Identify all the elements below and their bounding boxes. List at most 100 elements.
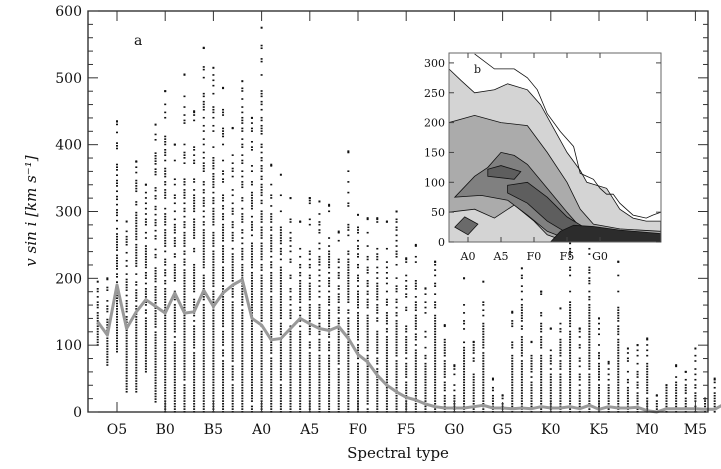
inset-y-tick-label: 200 (424, 117, 445, 130)
scatter-point (434, 344, 437, 346)
scatter-point (202, 370, 205, 373)
scatter-point (472, 384, 475, 386)
scatter-point (279, 344, 282, 346)
scatter-point (116, 166, 118, 168)
scatter-point (357, 370, 359, 373)
scatter-point (395, 210, 398, 213)
scatter-point (328, 373, 331, 376)
scatter-point (270, 205, 273, 207)
scatter-point (357, 266, 359, 269)
scatter-point (395, 234, 398, 237)
scatter-point (212, 255, 215, 258)
scatter-point (530, 400, 533, 402)
scatter-point (241, 341, 244, 344)
scatter-point (617, 290, 620, 293)
scatter-point (135, 380, 138, 382)
scatter-point (125, 361, 128, 364)
scatter-point (212, 124, 215, 127)
y-tick-label: 400 (55, 138, 82, 154)
scatter-point (463, 354, 466, 357)
scatter-point (530, 402, 533, 405)
scatter-point (569, 247, 572, 250)
scatter-point (202, 258, 205, 261)
scatter-point (241, 181, 244, 183)
scatter-point (607, 368, 610, 370)
scatter-point (250, 328, 253, 330)
scatter-point (241, 354, 244, 357)
scatter-point (385, 402, 388, 405)
scatter-point (588, 277, 591, 279)
scatter-point (202, 349, 205, 352)
scatter-point (202, 298, 205, 301)
scatter-point (713, 378, 716, 381)
scatter-point (366, 304, 369, 306)
scatter-point (337, 261, 340, 263)
scatter-point (116, 297, 118, 299)
scatter-point (183, 239, 186, 242)
scatter-point (260, 132, 263, 135)
scatter-point (135, 222, 138, 225)
scatter-point (164, 376, 167, 378)
scatter-point (231, 402, 234, 405)
scatter-point (337, 408, 340, 410)
scatter-point (337, 373, 340, 376)
scatter-point (549, 400, 552, 402)
scatter-point (299, 330, 302, 333)
scatter-point (530, 376, 533, 378)
scatter-point (540, 325, 543, 328)
scatter-point (337, 402, 340, 405)
scatter-point (520, 384, 523, 386)
scatter-point (144, 301, 147, 303)
scatter-point (366, 365, 369, 368)
scatter-point (241, 285, 244, 287)
scatter-point (183, 210, 186, 213)
scatter-point (193, 210, 196, 213)
scatter-point (173, 218, 176, 221)
scatter-point (617, 312, 620, 314)
scatter-point (328, 354, 331, 357)
scatter-point (279, 394, 282, 397)
scatter-point (376, 360, 379, 362)
scatter-point (250, 280, 253, 282)
scatter-point (289, 338, 292, 341)
scatter-point (154, 384, 157, 387)
scatter-point (289, 277, 292, 279)
scatter-point (202, 344, 205, 346)
x-tick-label: G5 (493, 422, 513, 438)
scatter-point (318, 341, 321, 344)
scatter-point (289, 354, 292, 357)
scatter-point (328, 365, 331, 368)
scatter-point (212, 197, 215, 199)
scatter-point (414, 306, 417, 309)
scatter-point (106, 324, 109, 326)
scatter-point (212, 397, 215, 400)
scatter-point (144, 328, 147, 330)
scatter-point (598, 378, 600, 381)
scatter-point (636, 381, 639, 384)
scatter-point (260, 392, 263, 394)
scatter-point (116, 211, 118, 214)
scatter-point (357, 296, 359, 298)
scatter-point (212, 253, 215, 255)
scatter-point (154, 323, 157, 326)
scatter-point (357, 322, 359, 325)
scatter-point (135, 259, 138, 262)
scatter-point (559, 307, 562, 310)
scatter-point (357, 381, 359, 384)
scatter-point (684, 397, 687, 400)
scatter-point (299, 290, 302, 293)
scatter-point (357, 394, 359, 397)
scatter-point (376, 221, 379, 223)
scatter-point (395, 263, 398, 266)
scatter-point (270, 378, 273, 381)
scatter-point (154, 291, 157, 293)
scatter-point (154, 302, 157, 304)
scatter-point (260, 146, 263, 148)
scatter-point (231, 346, 234, 349)
scatter-point (212, 202, 215, 205)
scatter-point (347, 191, 350, 194)
scatter-point (173, 317, 176, 320)
scatter-point (463, 381, 466, 384)
scatter-point (463, 376, 466, 378)
scatter-point (289, 304, 292, 306)
